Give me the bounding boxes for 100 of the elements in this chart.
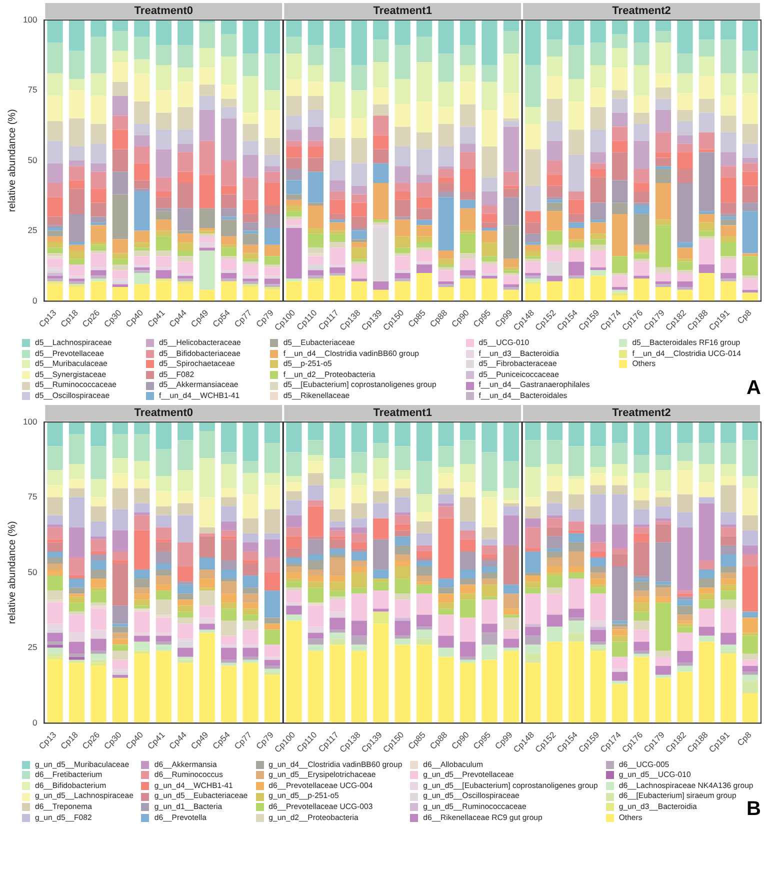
bar xyxy=(134,478,150,488)
bar xyxy=(612,554,628,566)
bar xyxy=(264,256,280,265)
bar xyxy=(416,614,432,626)
bar xyxy=(634,575,650,578)
bar xyxy=(546,276,562,282)
bar xyxy=(330,160,346,180)
bar xyxy=(373,62,389,88)
bar xyxy=(438,614,454,636)
bar xyxy=(47,281,63,284)
bar xyxy=(90,569,106,578)
bar xyxy=(112,287,128,302)
bar xyxy=(330,267,346,273)
bar xyxy=(416,566,432,576)
bar xyxy=(308,644,324,650)
bar xyxy=(742,440,758,476)
bar xyxy=(482,545,498,554)
bar xyxy=(286,422,302,452)
bar xyxy=(568,478,584,494)
bar xyxy=(134,264,150,268)
bar xyxy=(655,665,672,674)
bar xyxy=(568,239,584,242)
bar xyxy=(330,526,346,530)
bar xyxy=(460,191,476,200)
text: Treatment0 xyxy=(134,406,194,419)
bar xyxy=(590,466,606,473)
bar xyxy=(242,214,258,222)
bar xyxy=(242,262,258,265)
bar xyxy=(220,98,237,108)
bar xyxy=(394,554,410,560)
bar xyxy=(655,132,672,152)
bar xyxy=(742,278,758,290)
bar xyxy=(264,532,280,539)
bar xyxy=(546,514,562,518)
bar xyxy=(698,76,715,99)
bar xyxy=(416,494,432,512)
bar xyxy=(68,90,85,118)
bar xyxy=(373,538,389,570)
bar xyxy=(612,629,628,636)
bar xyxy=(394,524,410,530)
bar xyxy=(242,575,258,588)
bar xyxy=(438,20,454,54)
bar xyxy=(178,250,194,256)
bar xyxy=(503,422,520,461)
bar xyxy=(655,98,672,110)
bar xyxy=(134,256,150,265)
bar xyxy=(394,545,410,554)
bar xyxy=(112,20,128,32)
bar xyxy=(351,572,367,588)
bar xyxy=(90,422,106,446)
bar xyxy=(698,496,715,503)
bar xyxy=(134,422,150,434)
bar xyxy=(68,659,85,662)
bar xyxy=(742,635,758,654)
bar xyxy=(612,422,628,443)
bar xyxy=(634,532,650,542)
bar xyxy=(546,121,562,141)
bar xyxy=(351,548,367,552)
bar xyxy=(220,256,237,259)
bar xyxy=(590,650,606,723)
bar xyxy=(546,202,562,212)
bar xyxy=(394,20,410,46)
bar xyxy=(90,276,106,279)
bar xyxy=(220,56,237,85)
bar xyxy=(286,220,302,226)
bar xyxy=(242,124,258,141)
bar xyxy=(330,242,346,248)
bar xyxy=(460,496,476,521)
bar xyxy=(416,208,432,220)
bar xyxy=(134,20,150,37)
bar xyxy=(655,284,672,288)
bar xyxy=(416,197,432,208)
bar xyxy=(373,20,389,40)
bar xyxy=(546,422,562,440)
bar xyxy=(525,575,541,582)
bar xyxy=(68,578,85,588)
bar xyxy=(90,281,106,302)
bar xyxy=(634,262,650,276)
bar xyxy=(546,572,562,576)
bar xyxy=(394,270,410,273)
bar xyxy=(460,20,476,46)
bar xyxy=(438,264,454,268)
bar xyxy=(634,524,650,527)
bar xyxy=(677,110,693,122)
bar xyxy=(482,64,498,82)
bar xyxy=(178,581,194,584)
bar xyxy=(720,225,736,236)
bar xyxy=(134,188,150,192)
bar xyxy=(394,281,410,302)
bar xyxy=(460,530,476,539)
bar xyxy=(416,545,432,552)
bar xyxy=(546,186,562,198)
bar xyxy=(655,422,672,455)
bar xyxy=(90,163,106,172)
bar xyxy=(112,149,128,172)
bar xyxy=(655,152,672,158)
bar xyxy=(264,90,280,110)
bar xyxy=(438,177,454,184)
bar xyxy=(634,542,650,576)
bar xyxy=(677,494,693,512)
